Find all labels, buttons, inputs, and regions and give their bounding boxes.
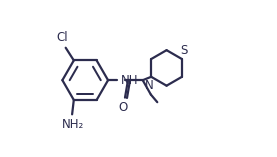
Text: O: O — [118, 101, 127, 114]
Text: Cl: Cl — [57, 31, 68, 44]
Text: NH: NH — [121, 74, 138, 87]
Text: S: S — [180, 43, 188, 57]
Text: N: N — [145, 79, 153, 92]
Text: NH₂: NH₂ — [62, 118, 84, 131]
